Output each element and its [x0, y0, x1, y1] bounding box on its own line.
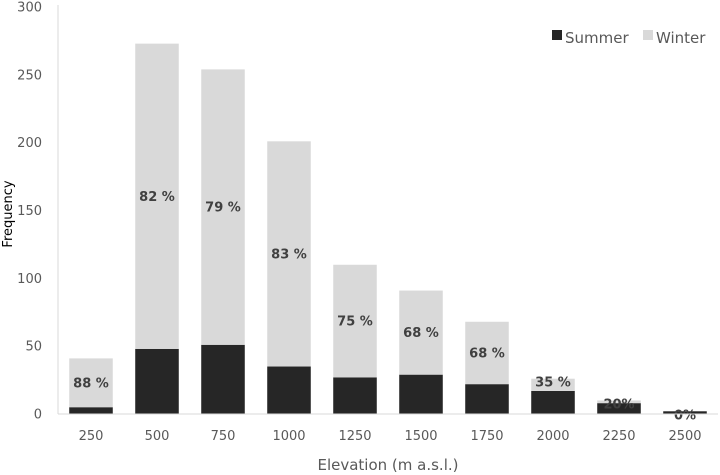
bar-percent-label: 83 %: [271, 247, 307, 262]
bar-winter-500: [135, 43, 179, 349]
bar-percent-label: 75 %: [337, 315, 373, 330]
y-axis-title: Frequency: [1, 180, 16, 247]
y-tick-label: 50: [25, 340, 42, 355]
y-tick-label: 300: [17, 1, 42, 16]
bar-summer-1500: [399, 374, 443, 414]
x-tick-label: 2250: [602, 429, 635, 444]
bar-summer-1750: [465, 384, 509, 414]
bar-summer-1250: [333, 377, 377, 414]
x-tick-label: 750: [211, 429, 236, 444]
legend-label-summer: Summer: [565, 29, 629, 47]
x-axis-title: Elevation (m a.s.l.): [317, 456, 458, 474]
y-tick-label: 100: [17, 272, 42, 287]
bar-summer-500: [135, 348, 179, 414]
legend-label-winter: Winter: [656, 29, 706, 47]
bar-winter-2000: [531, 378, 575, 391]
x-tick-label: 1500: [404, 429, 437, 444]
legend-swatch-winter: [643, 30, 653, 40]
legend: Summer Winter: [552, 29, 706, 47]
bar-percent-label: 35 %: [535, 376, 571, 391]
bar-summer-750: [201, 344, 245, 414]
bar-winter-1250: [333, 264, 377, 378]
x-tick-label: 1250: [338, 429, 371, 444]
bar-percent-label: 0%: [674, 408, 696, 423]
bar-summer-2000: [531, 390, 575, 414]
bar-winter-1000: [267, 141, 311, 367]
bar-winter-750: [201, 69, 245, 345]
bar-percent-label: 88 %: [73, 376, 109, 391]
y-tick-label: 0: [34, 408, 42, 423]
legend-swatch-summer: [552, 30, 562, 40]
y-tick-label: 150: [17, 204, 42, 219]
x-tick-label: 250: [79, 429, 104, 444]
bar-summer-2500: [663, 411, 707, 414]
bar-winter-1750: [465, 321, 509, 385]
bar-summer-250: [69, 407, 113, 414]
x-tick-label: 1000: [272, 429, 305, 444]
bar-summer-2250: [597, 403, 641, 414]
bar-percent-label: 68 %: [403, 326, 439, 341]
bar-percent-label: 82 %: [139, 190, 175, 205]
bar-summer-1000: [267, 366, 311, 414]
bar-winter-250: [69, 358, 113, 408]
bar-winter-1500: [399, 290, 443, 375]
y-tick-label: 200: [17, 136, 42, 151]
x-tick-label: 500: [145, 429, 170, 444]
bar-winter-2250: [597, 400, 641, 404]
bar-percent-label: 79 %: [205, 201, 241, 216]
x-tick-label: 2500: [668, 429, 701, 444]
y-tick-label: 250: [17, 68, 42, 83]
x-tick-label: 1750: [470, 429, 503, 444]
bar-percent-label: 20%: [603, 397, 634, 412]
x-tick-label: 2000: [536, 429, 569, 444]
bar-percent-label: 68 %: [469, 346, 505, 361]
